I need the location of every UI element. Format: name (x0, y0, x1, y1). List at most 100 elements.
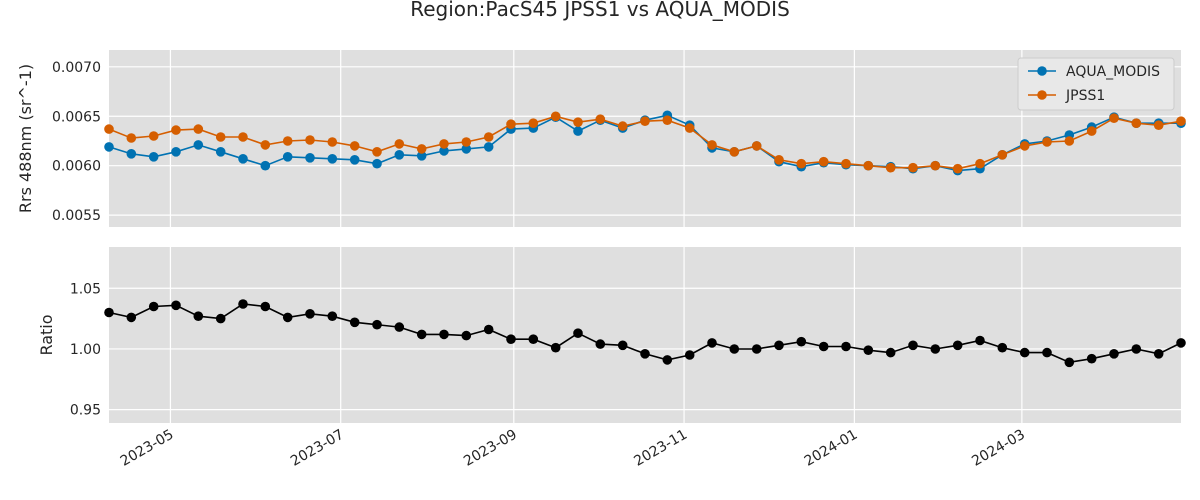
data-point (952, 340, 963, 351)
data-point (908, 340, 918, 351)
data-point (550, 111, 561, 122)
data-point (1086, 353, 1097, 364)
data-point (818, 341, 829, 352)
data-point (439, 139, 449, 149)
data-point (617, 340, 628, 351)
data-point (796, 158, 807, 169)
data-point (506, 334, 516, 345)
data-point (528, 118, 539, 128)
data-point (885, 347, 896, 358)
data-point (394, 150, 405, 160)
x-axis: 2023-05 2023-07 2023-09 2023-11 2024-01 2024-… (118, 427, 1028, 470)
data-point (171, 300, 181, 311)
data-point (1019, 141, 1030, 151)
data-point (662, 355, 673, 365)
data-point (171, 147, 181, 157)
data-point (461, 144, 472, 154)
legend-entry: AQUA_MODIS (1028, 64, 1160, 80)
data-point (1109, 113, 1119, 123)
data-point (885, 162, 896, 173)
data-point (260, 160, 271, 171)
data-point (729, 147, 740, 157)
data-point (863, 345, 874, 356)
data-point (528, 334, 539, 345)
data-point (908, 162, 918, 173)
data-point (148, 301, 159, 312)
data-point (282, 312, 293, 323)
data-point (930, 160, 941, 171)
data-point (282, 152, 293, 162)
series-ratio (104, 299, 1186, 368)
data-point (1042, 347, 1052, 358)
data-point (483, 132, 494, 142)
data-point (327, 137, 338, 147)
x-tick-label: 2023-09 (461, 427, 520, 470)
legend-label: AQUA_MODIS (1066, 64, 1160, 80)
data-point (126, 133, 137, 143)
data-point (1176, 338, 1186, 348)
data-point (439, 146, 449, 156)
data-point (238, 132, 248, 142)
data-point (930, 344, 941, 354)
data-point (483, 324, 494, 335)
data-point (997, 342, 1008, 353)
chart-title: Region:PacS45 JPSS1 vs AQUA_MODIS (410, 0, 790, 21)
data-point (774, 340, 784, 351)
data-point (841, 158, 851, 169)
data-point (282, 136, 293, 146)
data-point (372, 319, 382, 330)
x-tick-label: 2023-07 (288, 427, 347, 470)
x-tick-label: 2024-01 (802, 427, 861, 470)
data-point (1109, 349, 1119, 359)
data-point (260, 301, 271, 312)
data-point (707, 338, 717, 348)
data-point (751, 141, 762, 151)
data-point (327, 154, 338, 164)
data-point (126, 149, 137, 159)
data-point (573, 328, 583, 339)
data-point (416, 144, 427, 154)
data-point (416, 151, 427, 161)
legend-swatch-marker (1037, 90, 1047, 100)
x-tick-label: 2023-05 (118, 427, 177, 470)
data-point (774, 155, 784, 165)
data-point (1042, 137, 1052, 147)
data-point (952, 163, 963, 174)
legend-swatch-marker (1037, 66, 1047, 76)
data-point (640, 349, 650, 359)
y-axis-label: Rrs 488nm (sr^-1) (16, 64, 35, 213)
data-point (573, 126, 583, 136)
data-point (841, 341, 851, 352)
data-point (215, 313, 226, 324)
legend-box (1017, 57, 1175, 111)
y-tick-label: 1.05 (70, 281, 101, 297)
data-point (104, 124, 114, 134)
y-tick-label: 0.0070 (52, 60, 101, 76)
data-point (1176, 116, 1186, 126)
data-point (684, 350, 695, 360)
data-point (684, 123, 695, 133)
data-point (349, 317, 360, 328)
data-point (171, 125, 181, 135)
data-point (260, 140, 271, 150)
legend-entry: JPSS1 (1028, 88, 1105, 104)
data-point (104, 142, 114, 152)
data-point (349, 141, 360, 151)
data-point (573, 117, 583, 127)
legend: AQUA_MODIS JPSS1 (1017, 57, 1175, 111)
data-point (975, 335, 985, 346)
data-point (975, 158, 985, 169)
data-point (193, 140, 204, 150)
y-tick-label: 0.0055 (52, 208, 101, 224)
data-point (617, 121, 628, 131)
data-point (1153, 349, 1164, 359)
data-point (305, 153, 315, 163)
data-point (707, 140, 717, 150)
y-tick-label: 0.0065 (52, 109, 101, 125)
data-point (550, 342, 561, 353)
data-point (104, 307, 114, 318)
y-tick-label: 0.0060 (52, 159, 101, 175)
data-point (372, 147, 382, 157)
plot-area (109, 247, 1181, 423)
